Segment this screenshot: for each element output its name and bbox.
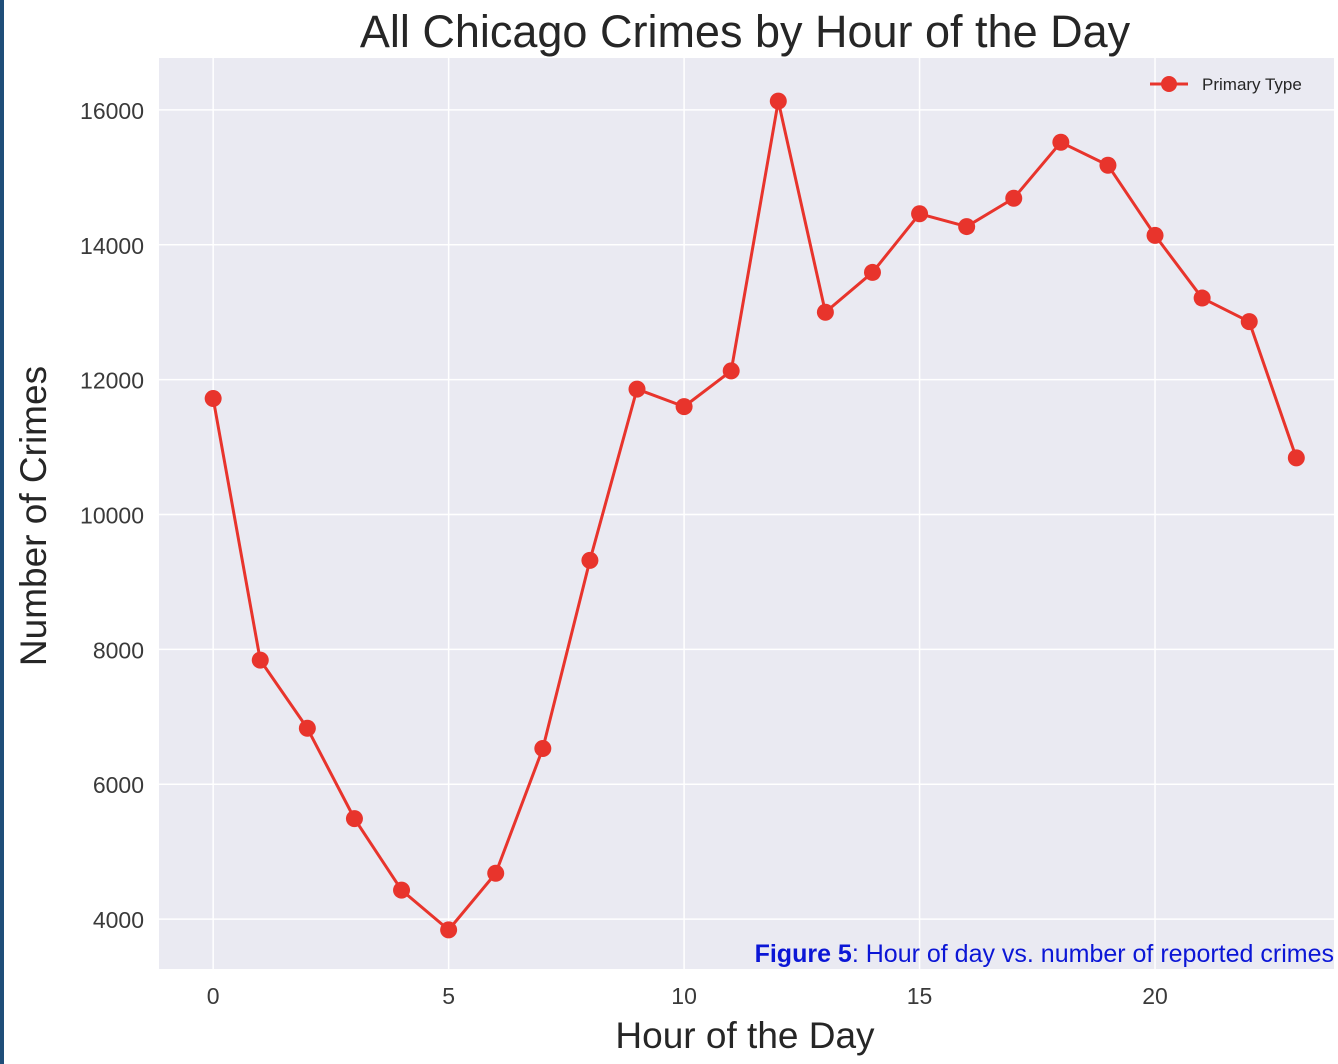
- x-tick-label: 15: [907, 983, 933, 1009]
- data-point: [440, 921, 458, 939]
- y-tick-label: 12000: [80, 368, 144, 394]
- x-axis-title: Hour of the Day: [615, 1015, 875, 1056]
- data-point: [298, 719, 316, 737]
- data-point: [487, 864, 505, 882]
- grid-lines: [159, 58, 1334, 969]
- data-point: [204, 390, 222, 408]
- data-point: [628, 380, 646, 398]
- data-point: [581, 551, 599, 569]
- y-tick-label: 14000: [80, 233, 144, 259]
- caption-label: Figure 5: [754, 940, 852, 968]
- data-point: [1005, 189, 1023, 207]
- data-point: [1099, 156, 1117, 174]
- chart-title: All Chicago Crimes by Hour of the Day: [360, 6, 1131, 57]
- caption-text: : Hour of day vs. number of reported cri…: [851, 940, 1334, 968]
- y-tick-label: 4000: [93, 907, 144, 933]
- series-line: [211, 99, 1298, 932]
- data-point: [769, 92, 787, 110]
- series-layer: [204, 92, 1305, 939]
- data-point: [1193, 289, 1211, 307]
- plot-area: [159, 58, 1334, 969]
- data-point: [958, 218, 976, 236]
- tick-labels: 0 5 10 15 20 4000 6000 8000 10000 12000 14000 16000: [80, 98, 1168, 1009]
- data-point: [863, 263, 881, 281]
- x-tick-label: 10: [671, 983, 697, 1009]
- figure-caption: Figure 5: Hour of day vs. number of repo…: [755, 940, 1334, 969]
- data-point: [345, 810, 363, 828]
- legend-marker: [1161, 76, 1177, 92]
- y-tick-label: 6000: [93, 772, 144, 798]
- legend-label: Primary Type: [1202, 75, 1302, 94]
- left-frame-border: [0, 0, 4, 1064]
- x-tick-label: 5: [442, 983, 455, 1009]
- data-point: [675, 398, 693, 416]
- data-point: [1287, 449, 1305, 467]
- data-point: [1146, 226, 1164, 244]
- data-point: [1240, 313, 1258, 331]
- data-point: [393, 881, 411, 899]
- legend: Primary Type: [1150, 75, 1302, 94]
- data-point: [534, 739, 552, 757]
- y-tick-label: 8000: [93, 637, 144, 663]
- data-point: [1052, 133, 1070, 151]
- y-axis-title: Number of Crimes: [13, 366, 54, 666]
- data-point: [911, 205, 929, 223]
- data-point: [722, 362, 740, 380]
- data-point: [816, 303, 834, 321]
- y-tick-label: 10000: [80, 503, 144, 529]
- y-tick-label: 16000: [80, 98, 144, 124]
- data-point: [251, 651, 269, 669]
- x-tick-label: 0: [207, 983, 220, 1009]
- x-tick-label: 20: [1142, 983, 1168, 1009]
